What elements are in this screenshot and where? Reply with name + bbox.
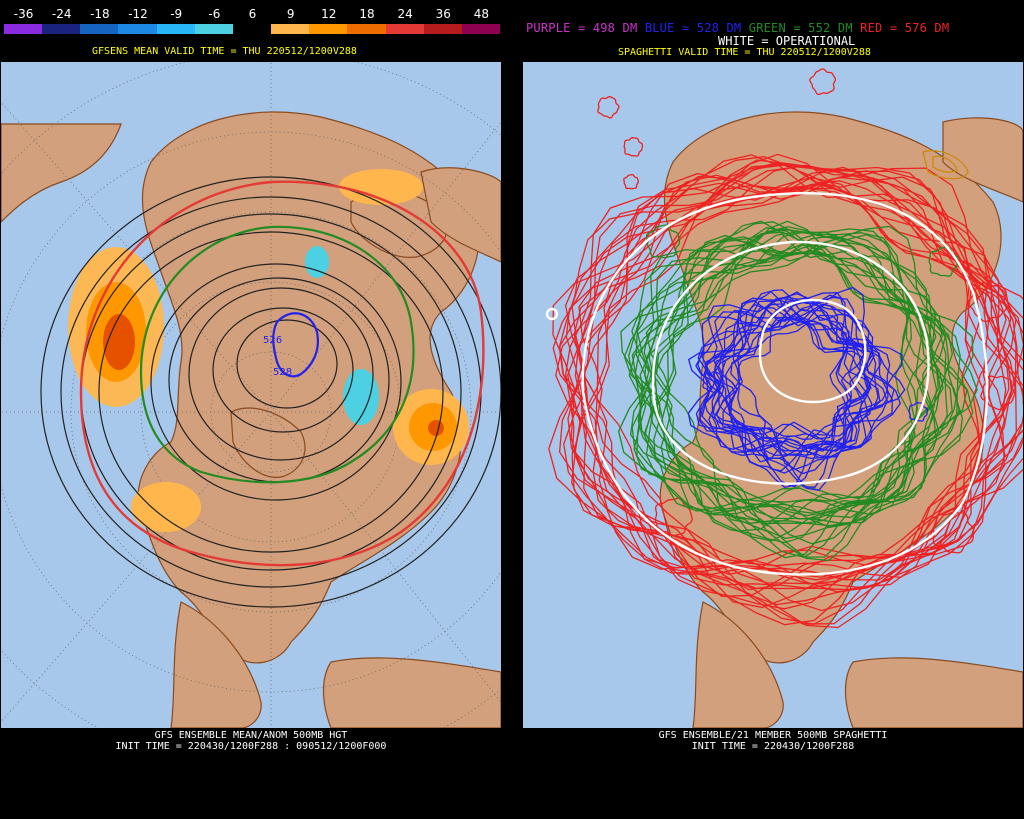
528-contour (272, 312, 319, 378)
ensemble-member-contour (730, 291, 874, 456)
ensemble-member-contour (695, 303, 876, 440)
ensemble-member-contour (708, 296, 891, 458)
ensemble-member-contour (697, 303, 895, 475)
ensemble-member-contour (644, 236, 960, 558)
ensemble-member-cutoff (932, 511, 975, 554)
legend-color-swatch (423, 24, 462, 34)
ensemble-member-contour (565, 164, 1017, 591)
ensemble-member-contour (643, 250, 939, 516)
ensemble-member-contour (565, 183, 1013, 581)
mean-caption-line2: INIT TIME = 220430/1200F288 : 090512/120… (115, 741, 387, 752)
ensemble-member-contour (713, 320, 869, 453)
spaghetti-legend: PURPLE = 498 DM BLUE = 528 DM GREEN = 55… (526, 22, 949, 35)
ensemble-member-cutoff (980, 375, 1016, 411)
height-contours (40, 176, 501, 608)
legend-color-swatch (194, 24, 233, 34)
legend-color-swatch (385, 24, 424, 34)
ensemble-member-cutoff (809, 68, 836, 96)
legend-color-swatch (271, 24, 310, 34)
legend-tick-label: 12 (321, 7, 337, 21)
ensemble-member-cutoff (623, 137, 644, 157)
spaghetti-caption-line2: INIT TIME = 220430/1200F288 (691, 741, 855, 752)
ensemble-mean-panel: -36 -24 -18 -12 -9 -6 6 9 12 18 24 36 48 GFSENS MEAN… (0, 0, 502, 819)
legend-tick-label: -36 (13, 7, 34, 21)
ensemble-member-cutoff (967, 282, 1007, 323)
legend-color-swatch (309, 24, 348, 34)
legend-color-swatch (4, 24, 43, 34)
contour-label: 526 (263, 335, 282, 346)
ensemble-member-contour (655, 220, 943, 525)
legend-color-swatch (80, 24, 119, 34)
spaghetti-map (523, 62, 1023, 728)
anomaly-legend-labels: -36 -24 -18 -12 -9 -6 6 9 12 18 24 36 48 (4, 8, 500, 22)
legend-color-swatch (232, 24, 272, 34)
mean-caption-line1: GFS ENSEMBLE MEAN/ANOM 500MB HGT (154, 730, 348, 741)
ensemble-member-contour (573, 170, 1023, 629)
legend-purple: PURPLE = 498 DM (526, 21, 638, 35)
ensemble-member-contour (639, 221, 938, 542)
operational-contours (545, 192, 989, 576)
legend-tick-label: -18 (90, 7, 110, 21)
ensemble-member-contour (555, 154, 983, 597)
mean-valid-time: GFSENS MEAN VALID TIME = THU 220512/1200… (92, 46, 357, 57)
legend-tick-label: -24 (51, 7, 72, 21)
legend-tick-label: -9 (170, 7, 183, 21)
ensemble-member-contour (567, 156, 1005, 609)
ensemble-member-contour (558, 172, 1006, 626)
ensemble-member-contour (715, 300, 889, 488)
legend-color-swatch (461, 24, 501, 34)
ensemble-member-contour (644, 231, 961, 524)
anomaly-color-bar (4, 24, 501, 34)
legend-tick-label: 18 (359, 7, 375, 21)
ensemble-member-cutoff (928, 246, 959, 277)
lat-lon-grid (1, 62, 501, 728)
spaghetti-valid-time: SPAGHETTI VALID TIME = THU 220512/1200V2… (618, 47, 871, 58)
ensemble-member-cutoff (623, 173, 639, 190)
panel-divider (502, 0, 522, 819)
576-contour (79, 180, 485, 567)
ensemble-mean-map: 526 528 (1, 62, 501, 728)
contour-label: 528 (273, 367, 292, 378)
legend-color-swatch (118, 24, 157, 34)
polar-stereographic-map: 526 528 (1, 62, 501, 728)
legend-tick-label: 36 (435, 7, 451, 21)
ensemble-member-contour (687, 315, 872, 452)
polar-stereographic-map (523, 62, 1023, 728)
ensemble-member-cutoff (597, 95, 620, 119)
legend-color-swatch (156, 24, 195, 34)
legend-color-swatch (347, 24, 386, 34)
legend-red: RED = 576 DM (860, 21, 950, 35)
legend-tick-label: 9 (286, 7, 295, 21)
528-dm-member-contours (687, 286, 929, 492)
spaghetti-caption-line1: GFS ENSEMBLE/21 MEMBER 500MB SPAGHETTI (658, 730, 888, 741)
ensemble-minor-contours (922, 150, 969, 180)
576-dm-member-contours (548, 68, 1023, 629)
552-dm-member-contours (617, 220, 978, 562)
legend-tick-label: 24 (397, 7, 413, 21)
552-contour (139, 225, 415, 484)
ensemble-member-contour (552, 176, 1016, 585)
legend-tick-label: -6 (208, 7, 221, 21)
ensemble-member-cutoff (702, 370, 725, 394)
legend-green: GREEN = 552 DM (748, 21, 853, 35)
ensemble-member-contour (620, 244, 944, 520)
legend-tick-label: -12 (128, 7, 148, 21)
land-masses (1, 111, 501, 728)
spaghetti-panel: PURPLE = 498 DM BLUE = 528 DM GREEN = 55… (522, 0, 1024, 819)
legend-tick-label: 48 (473, 7, 490, 21)
legend-tick-label: 6 (248, 7, 257, 21)
legend-blue: BLUE = 528 DM (644, 21, 742, 35)
legend-color-swatch (42, 24, 81, 34)
ensemble-member-contour (574, 166, 1023, 588)
legend-white-operational: WHITE = OPERATIONAL (718, 34, 856, 48)
